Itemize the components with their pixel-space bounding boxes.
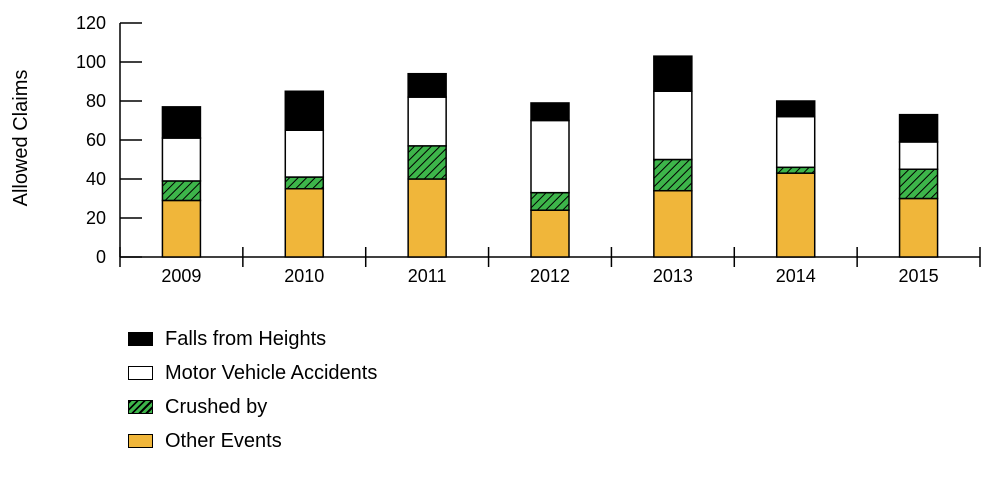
bar-segment: [775, 115, 816, 169]
legend: Falls from Heights Motor Vehicle Accident…: [128, 322, 377, 458]
bar-segment: [161, 199, 202, 258]
legend-swatch: [128, 366, 153, 380]
bar-segment: [284, 176, 325, 190]
bars: [161, 55, 939, 258]
y-tick-label: 60: [86, 130, 106, 150]
bar-segment: [653, 158, 693, 192]
x-axis: 2009 2010 2011 2012 2013 2014 2015: [119, 247, 981, 286]
bar-segment: [284, 129, 325, 178]
legend-item: Falls from Heights: [128, 322, 377, 356]
x-tick-label: 2014: [776, 266, 816, 286]
y-tick-label: 0: [96, 247, 106, 267]
y-tick-label: 20: [86, 208, 106, 228]
y-tick-label: 80: [86, 91, 106, 111]
y-tick-label: 100: [76, 52, 106, 72]
legend-label: Crushed by: [165, 395, 268, 418]
bar-segment: [898, 197, 939, 258]
bar-segment: [407, 96, 447, 147]
x-tick-label: 2011: [408, 266, 447, 286]
x-tick-label: 2012: [530, 266, 570, 286]
y-axis: 0 20 40 60 80 100 120: [76, 13, 142, 267]
x-tick-label: 2009: [161, 266, 201, 286]
x-tick-label: 2013: [653, 266, 693, 286]
legend-label: Other Events: [165, 429, 282, 452]
bar-segment: [653, 189, 693, 258]
bar-segment: [407, 72, 447, 98]
bar-segment: [161, 137, 202, 182]
bar-segment: [284, 90, 325, 131]
legend-swatch: [128, 400, 153, 414]
bar-segment: [530, 209, 570, 258]
bar-segment: [407, 178, 447, 258]
bar-segment: [898, 168, 939, 200]
bar-segment: [775, 172, 816, 258]
legend-label: Motor Vehicle Accidents: [165, 361, 378, 384]
legend-swatch: [128, 332, 153, 346]
x-tick-label: 2010: [284, 266, 324, 286]
bar-segment: [898, 141, 939, 170]
bar-segment: [653, 55, 693, 92]
bar-segment: [161, 106, 202, 139]
bar-segment: [530, 191, 570, 211]
legend-label: Falls from Heights: [165, 327, 327, 350]
y-tick-label: 120: [76, 13, 106, 33]
legend-item: Crushed by: [128, 390, 377, 424]
bar-segment: [898, 113, 939, 143]
bar-segment: [407, 145, 447, 180]
bar-segment: [653, 90, 693, 161]
legend-swatch: [128, 434, 153, 448]
bar-segment: [775, 166, 816, 174]
bar-segment: [284, 188, 325, 258]
legend-item: Other Events: [128, 424, 377, 458]
bar-segment: [530, 119, 570, 194]
bar-segment: [161, 180, 202, 202]
bar-segment: [775, 100, 816, 118]
legend-item: Motor Vehicle Accidents: [128, 356, 377, 390]
y-tick-label: 40: [86, 169, 106, 189]
y-axis-title: Allowed Claims: [10, 70, 32, 207]
bar-segment: [530, 102, 570, 122]
x-tick-label: 2015: [899, 266, 939, 286]
